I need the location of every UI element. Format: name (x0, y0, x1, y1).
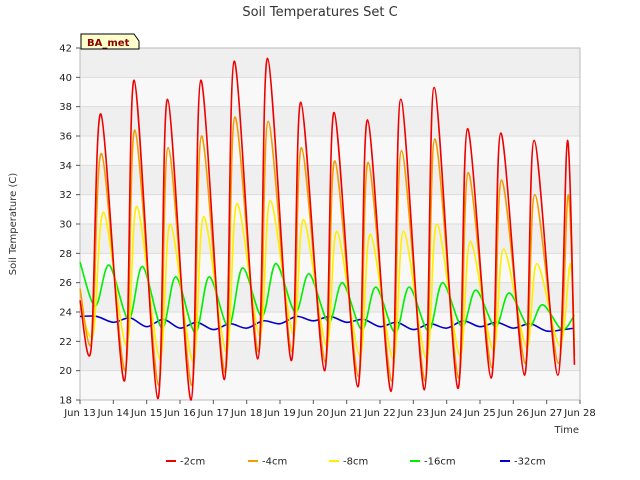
y-tick-label: 18 (59, 396, 72, 407)
y-tick-label: 42 (59, 44, 72, 55)
x-tick-label: Jun 20 (297, 408, 330, 419)
x-tick-label: Jun 13 (63, 408, 96, 419)
legend-label: -32cm (514, 457, 546, 468)
x-axis-label: Time (554, 425, 579, 436)
x-tick-label: Jun 25 (463, 408, 496, 419)
y-tick-label: 36 (59, 132, 72, 143)
x-tick-label: Jun 24 (430, 408, 463, 419)
series-line-minus-2cm (79, 57, 576, 401)
site-badge: BA_met (80, 33, 140, 50)
grid-band (80, 77, 580, 107)
x-tick-label: Jun 14 (97, 408, 130, 419)
x-tick-label: Jun 27 (530, 408, 563, 419)
legend: -2cm -4cm -8cm -16cm -32cm (166, 457, 546, 468)
y-tick-label: 40 (59, 73, 72, 84)
site-badge-box (80, 33, 140, 50)
y-tick-label: 34 (59, 161, 72, 172)
legend-label: -2cm (180, 457, 205, 468)
x-tick-label: Jun 26 (497, 408, 530, 419)
y-tick-label: 20 (59, 366, 72, 377)
grid-band (80, 106, 580, 136)
x-tick-label: Jun 16 (163, 408, 196, 419)
grid-band (80, 370, 580, 400)
legend-label: -8cm (343, 457, 368, 468)
site-badge-label: BA_met (87, 38, 130, 49)
x-tick-label: Jun 18 (230, 408, 263, 419)
x-axis-ticks: Jun 13 Jun 14 Jun 15 Jun 16 Jun 17 Jun 18 Jun … (63, 400, 596, 419)
y-axis-label: Soil Temperature (C) (8, 173, 19, 276)
y-tick-label: 38 (59, 102, 72, 113)
grid-band (80, 136, 580, 166)
grid-band (80, 341, 580, 371)
y-tick-label: 28 (59, 249, 72, 260)
series-lines (79, 57, 576, 401)
x-tick-label: Jun 28 (563, 408, 596, 419)
y-tick-label: 24 (59, 308, 72, 319)
y-tick-label: 22 (59, 337, 72, 348)
y-axis-ticks: 18 20 22 24 26 28 30 32 34 36 38 40 42 (59, 44, 80, 407)
y-tick-label: 32 (59, 190, 72, 201)
grid-band (80, 48, 580, 78)
y-tick-label: 30 (59, 220, 72, 231)
x-tick-label: Jun 15 (130, 408, 163, 419)
y-tick-label: 26 (59, 278, 72, 289)
x-tick-label: Jun 23 (397, 408, 430, 419)
chart-title: Soil Temperatures Set C (242, 5, 397, 20)
x-tick-label: Jun 22 (363, 408, 396, 419)
legend-label: -16cm (424, 457, 456, 468)
x-tick-label: Jun 19 (263, 408, 296, 419)
x-tick-label: Jun 21 (330, 408, 363, 419)
x-tick-label: Jun 17 (197, 408, 230, 419)
legend-label: -4cm (262, 457, 287, 468)
